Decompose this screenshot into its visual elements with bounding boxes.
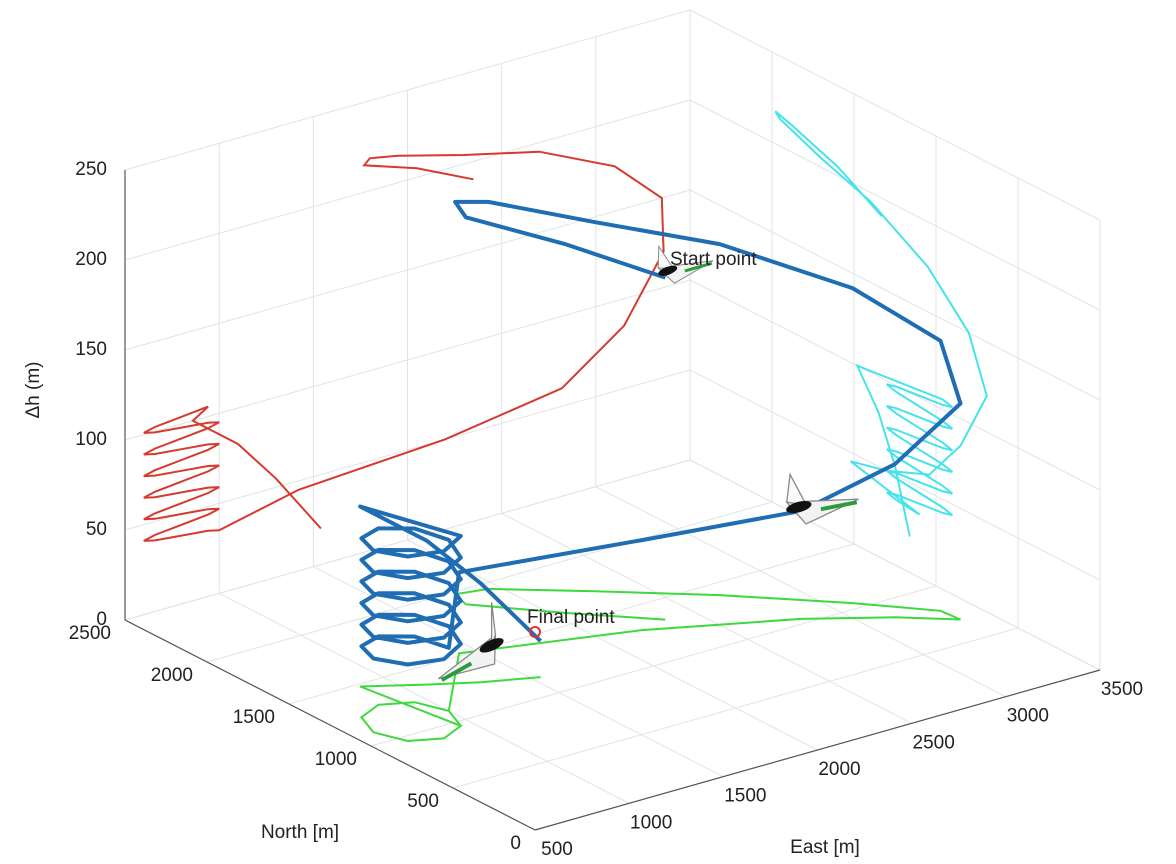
grid-line <box>207 502 772 662</box>
x-axis-label: East [m] <box>790 837 860 858</box>
z-tick-label: 200 <box>75 249 107 270</box>
x-tick-label: 3000 <box>1007 706 1049 727</box>
x-tick-label: 2000 <box>818 759 860 780</box>
y-tick-label: 2000 <box>151 665 193 686</box>
grid-line <box>690 190 1100 400</box>
y-tick-label: 1000 <box>315 749 357 770</box>
y-tick-label: 0 <box>510 833 521 854</box>
y-axis-label: North [m] <box>261 822 339 843</box>
x-tick-label: 3500 <box>1101 679 1143 700</box>
trajectories <box>144 111 987 741</box>
grid-line <box>690 10 1100 220</box>
x-tick-label: 2500 <box>913 732 955 753</box>
y-tick-label: 1500 <box>233 707 275 728</box>
axis-line <box>535 670 1100 830</box>
grid-line <box>690 100 1100 310</box>
z-axis-label: Δh (m) <box>23 361 44 418</box>
shadow-line <box>144 152 664 541</box>
annotation: Start point <box>670 249 757 270</box>
y-tick-label: 500 <box>407 791 439 812</box>
z-tick-label: 50 <box>86 519 107 540</box>
x-tick-label: 500 <box>541 839 573 860</box>
grid-line <box>453 628 1018 788</box>
grid-line <box>690 370 1100 580</box>
z-tick-label: 0 <box>96 609 107 630</box>
x-tick-label: 1500 <box>724 786 766 807</box>
aircraft-icon <box>778 459 862 528</box>
z-tick-label: 250 <box>75 159 107 180</box>
chart: Start point Final point East [m] North [… <box>0 0 1176 864</box>
z-tick-label: 100 <box>75 429 107 450</box>
z-tick-label: 150 <box>75 339 107 360</box>
annotation: Final point <box>527 607 615 628</box>
x-tick-label: 1000 <box>630 812 672 833</box>
